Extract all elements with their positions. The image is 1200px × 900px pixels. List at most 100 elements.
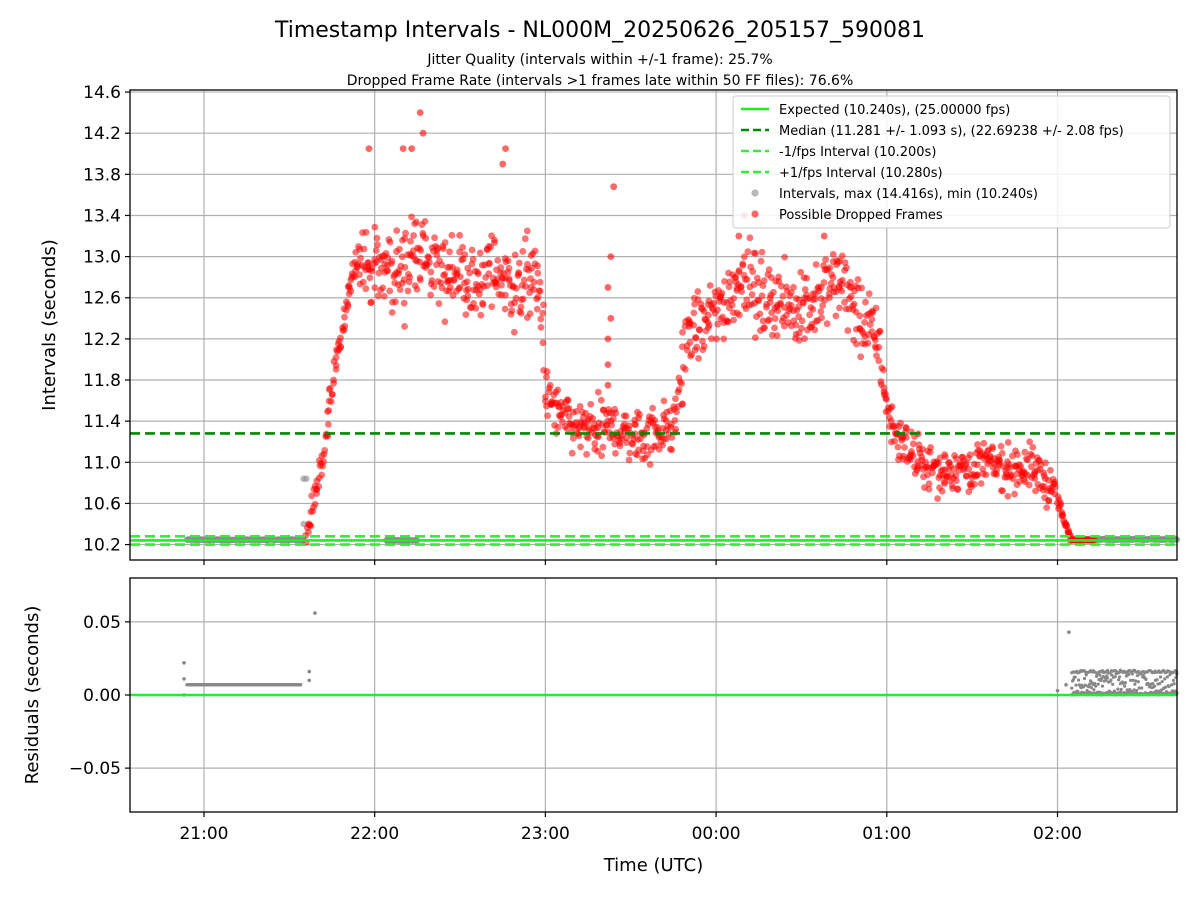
dropped-frame-point: [692, 334, 700, 342]
dropped-frame-point: [832, 312, 840, 320]
residual-point: [1104, 678, 1108, 682]
residual-point: [1087, 685, 1091, 689]
residual-point: [1083, 683, 1087, 687]
dropped-frame-point: [998, 449, 1006, 457]
dropped-frame-point: [359, 278, 367, 286]
dropped-frame-point: [400, 299, 408, 307]
dropped-frame-point: [888, 403, 896, 410]
dropped-frame-point: [738, 288, 745, 296]
dropped-frame-point: [659, 441, 667, 449]
dropped-frame-point: [749, 268, 757, 275]
legend-label: Expected (10.240s), (25.00000 fps): [779, 103, 1010, 118]
dropped-frame-point: [735, 232, 743, 240]
residual-point: [1115, 671, 1119, 675]
dropped-frame-point: [625, 456, 633, 464]
dropped-frame-point: [427, 291, 434, 299]
dropped-frame-point: [953, 477, 960, 484]
dropped-frame-point: [675, 386, 683, 393]
dropped-frame-point: [1013, 451, 1021, 458]
residual-point: [1169, 683, 1174, 687]
residual-point: [1074, 683, 1078, 687]
dropped-frame-point: [607, 253, 615, 261]
dropped-frame-point: [668, 434, 676, 441]
dropped-frame-point: [563, 425, 571, 433]
dropped-frame-point: [337, 343, 345, 351]
dropped-frame-point: [416, 109, 424, 117]
dropped-frame-point: [479, 299, 486, 307]
dropped-frame-point: [520, 276, 528, 284]
dropped-frame-point: [757, 257, 765, 265]
residual-point: [1151, 682, 1155, 686]
residual-point: [1076, 678, 1081, 682]
dropped-frame-point: [1025, 481, 1033, 489]
dropped-frame-point: [919, 445, 927, 453]
dropped-frame-point: [622, 412, 630, 420]
dropped-frame-point: [823, 320, 831, 328]
dropped-frame-point: [522, 283, 529, 290]
dropped-frame-point: [540, 301, 547, 309]
dropped-frame-point: [604, 284, 612, 291]
dropped-frame-point: [330, 376, 337, 384]
dropped-frame-point: [982, 471, 990, 479]
residual-point: [1105, 668, 1110, 673]
dropped-frame-point: [408, 145, 416, 153]
dropped-frame-point: [651, 416, 659, 424]
dropped-frame-point: [1045, 497, 1053, 505]
dropped-frame-point: [368, 267, 376, 275]
dropped-frame-point: [526, 310, 534, 318]
dropped-frame-point: [597, 396, 605, 404]
dropped-frame-point: [710, 299, 718, 307]
dropped-frame-point: [504, 257, 512, 265]
dropped-frame-point: [713, 335, 720, 343]
dropped-frame-point: [625, 422, 633, 430]
dropped-frame-point: [854, 276, 862, 283]
residual-point: [1111, 682, 1115, 686]
dropped-frame-point: [426, 259, 433, 266]
residual-point: [1165, 675, 1169, 679]
dropped-frame-point: [857, 353, 865, 361]
intervals-y-tick-label: 10.6: [83, 494, 121, 514]
dropped-frame-point: [519, 248, 527, 255]
dropped-frame-point: [756, 310, 764, 318]
dropped-frame-point: [365, 145, 373, 153]
dropped-frame-point: [790, 283, 797, 291]
residual-point: [1160, 679, 1164, 684]
intervals-plot: 10.2 10.6 11.0 11.4 11.8 12.2 12.6 13.0 13.4 13.8…: [83, 83, 1181, 565]
dropped-frame-point: [464, 292, 472, 300]
dropped-frame-point: [484, 282, 491, 290]
dropped-frame-point: [616, 442, 624, 450]
dropped-frame-point: [410, 232, 417, 239]
dropped-frame-point: [347, 287, 355, 295]
dropped-frame-point: [1011, 490, 1018, 498]
dropped-frame-point: [537, 323, 545, 331]
dropped-frame-point: [618, 435, 626, 443]
dropped-frame-point: [858, 284, 866, 292]
intervals-y-tick-label: 12.6: [83, 289, 121, 309]
dropped-frame-point: [422, 234, 430, 242]
dropped-frame-point: [718, 289, 726, 297]
dropped-frame-point: [395, 245, 403, 253]
dropped-frame-point: [822, 256, 829, 264]
dropped-frame-point: [1047, 466, 1054, 474]
dropped-frame-point: [341, 313, 348, 321]
residual-point: [1084, 673, 1088, 677]
dropped-frame-point: [695, 354, 702, 362]
dropped-frame-point: [798, 317, 806, 325]
dropped-frame-point: [485, 270, 493, 278]
dropped-frame-point: [781, 253, 788, 261]
dropped-frame-point: [515, 259, 523, 267]
dropped-frame-point: [537, 315, 545, 323]
residuals-y-tick-label: 0.00: [83, 686, 121, 706]
dropped-frame-point: [646, 461, 654, 468]
dropped-frame-point: [765, 316, 773, 324]
dropped-frame-point: [401, 264, 409, 271]
dropped-frame-point: [850, 300, 858, 308]
dropped-frame-point: [836, 257, 844, 265]
x-tick-label: 02:00: [1033, 824, 1082, 844]
residual-point: [1158, 675, 1163, 679]
residual-point: [1067, 630, 1071, 634]
dropped-frame-point: [997, 442, 1005, 450]
intervals-y-tick-label: 13.0: [83, 248, 121, 268]
dropped-frame-point: [798, 324, 805, 332]
